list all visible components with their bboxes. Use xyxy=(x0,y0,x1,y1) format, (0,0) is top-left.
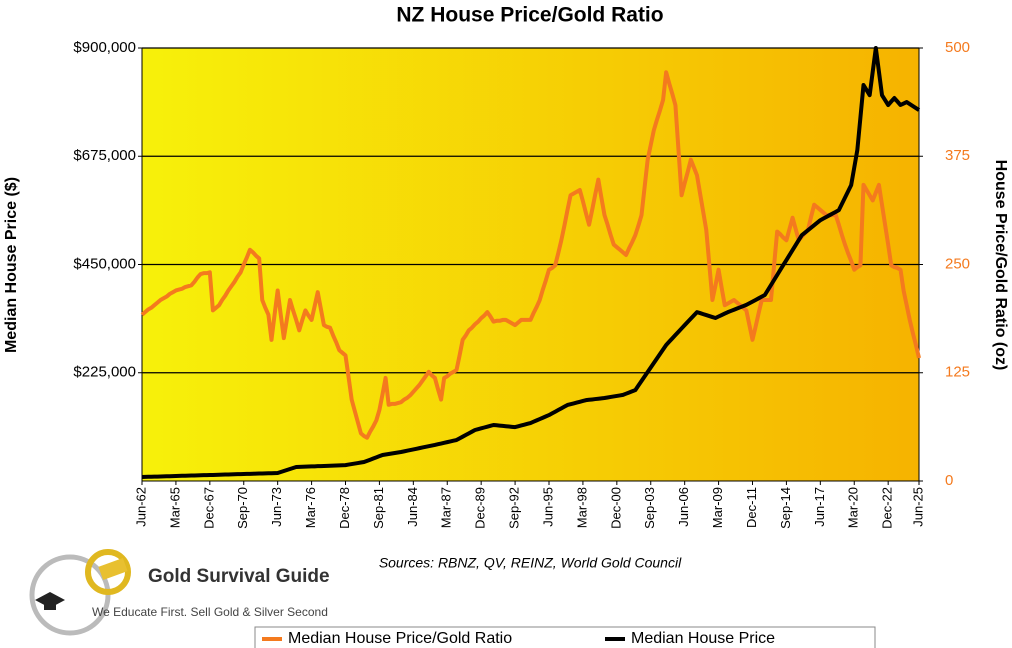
x-tick-label: Dec-67 xyxy=(201,487,216,529)
x-tick-label: Mar-76 xyxy=(303,487,318,528)
x-tick-label: Dec-00 xyxy=(608,487,623,529)
logo: Gold Survival Guide We Educate First. Se… xyxy=(29,549,330,636)
x-tick-label: Sep-81 xyxy=(371,487,386,529)
x-tick-label: Dec-11 xyxy=(744,487,759,528)
x-tick-label: Sep-14 xyxy=(778,487,793,529)
x-tick-label: Jun-25 xyxy=(910,487,925,527)
logo-ring xyxy=(85,549,131,595)
x-tick-label: Mar-98 xyxy=(574,487,589,528)
x-tick-label: Dec-78 xyxy=(337,487,352,529)
x-tick-label: Jun-84 xyxy=(405,487,420,527)
legend-label: Median House Price xyxy=(631,630,775,647)
y-tick-label: $450,000 xyxy=(73,255,136,272)
x-tick-label: Mar-65 xyxy=(167,487,182,528)
legend-box xyxy=(254,626,876,648)
logo-cap xyxy=(35,592,65,608)
y2-tick-label: 250 xyxy=(945,255,970,272)
x-tick-label: Mar-87 xyxy=(439,487,454,528)
chart-title: NZ House Price/Gold Ratio xyxy=(396,4,663,27)
source-note: Sources: RBNZ, QV, REINZ, World Gold Cou… xyxy=(379,555,682,571)
y2-tick-label: 125 xyxy=(945,364,970,381)
y2-tick-label: 500 xyxy=(945,39,970,56)
x-tick-label: Jun-62 xyxy=(133,487,148,527)
y2-tick-label: 375 xyxy=(945,147,970,164)
logo-cap xyxy=(44,604,56,610)
x-tick-label: Mar-09 xyxy=(710,487,725,528)
logo-tagline: We Educate First. Sell Gold & Silver Sec… xyxy=(92,605,328,619)
line-series xyxy=(141,46,921,480)
y2-axis-title: House Price/Gold Ratio (oz) xyxy=(992,160,1009,371)
x-tick-label: Dec-89 xyxy=(473,487,488,529)
x-tick-label: Mar-20 xyxy=(846,487,861,528)
legend-label: Median House Price/Gold Ratio xyxy=(288,630,512,647)
x-tick-label: Sep-92 xyxy=(507,487,522,529)
x-tick-label: Jun-06 xyxy=(676,487,691,527)
logo-name: Gold Survival Guide xyxy=(148,566,330,587)
y-tick-label: $225,000 xyxy=(73,364,136,381)
line-series xyxy=(140,70,921,440)
y-tick-label: $675,000 xyxy=(73,147,136,164)
x-tick-label: Sep-70 xyxy=(235,487,250,529)
y-tick-label: $900,000 xyxy=(73,39,136,56)
x-tick-label: Dec-22 xyxy=(880,487,895,529)
logo-ring xyxy=(29,554,111,636)
y-axis-title: Median House Price ($) xyxy=(3,177,20,353)
x-tick-label: Jun-95 xyxy=(540,487,555,527)
x-tick-label: Jun-73 xyxy=(269,487,284,527)
logo-bar xyxy=(98,557,128,581)
x-tick-label: Sep-03 xyxy=(642,487,657,529)
x-tick-label: Jun-17 xyxy=(812,487,827,527)
y2-tick-label: 0 xyxy=(945,472,953,489)
